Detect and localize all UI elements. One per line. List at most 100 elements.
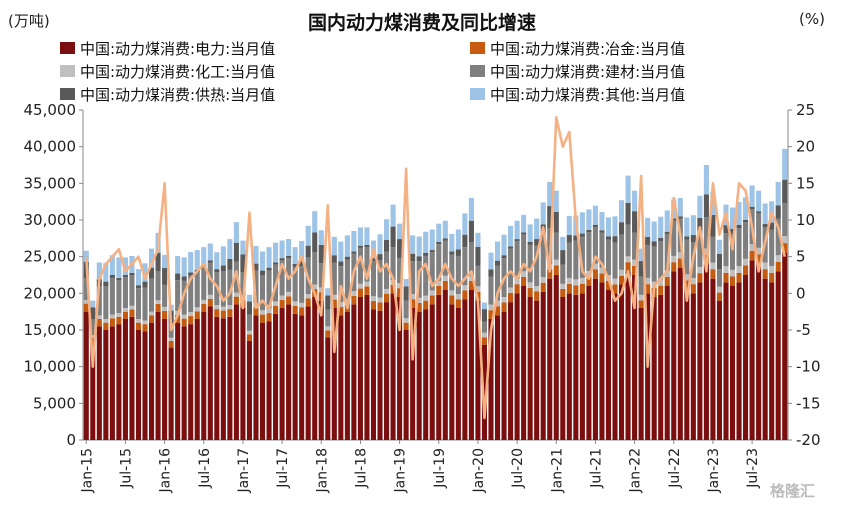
bar-segment	[697, 195, 703, 218]
bar-segment	[273, 305, 279, 314]
bar-segment	[475, 265, 481, 287]
bar-segment	[710, 191, 716, 215]
y-tick-label: 20,000	[24, 284, 77, 302]
bar-segment	[364, 227, 370, 245]
bar-segment	[527, 224, 533, 242]
x-tick-label: Jan-18	[314, 448, 330, 493]
bar-segment	[671, 218, 677, 221]
bar-segment	[442, 280, 448, 290]
bar-segment	[690, 293, 696, 440]
bar-segment	[671, 262, 677, 272]
bar-segment	[416, 297, 422, 303]
bar-segment	[723, 225, 729, 234]
bar-segment	[233, 222, 239, 243]
bar-segment	[436, 294, 442, 440]
bar-segment	[299, 302, 305, 308]
bar-segment	[194, 319, 200, 440]
bar-segment	[96, 262, 102, 280]
bar-segment	[351, 251, 357, 254]
bar-segment	[677, 267, 683, 440]
bar-segment	[612, 293, 618, 440]
x-tick-label: Jul-23	[745, 448, 761, 489]
bar-segment	[220, 265, 226, 272]
bar-segment	[305, 306, 311, 440]
bar-segment	[122, 308, 128, 312]
bar-segment	[370, 258, 377, 262]
legend-item-other: 中国:动力煤消费:其他:当月值	[470, 83, 685, 105]
bar-segment	[122, 319, 128, 440]
bar-segment	[299, 240, 305, 260]
bar-segment	[605, 280, 612, 290]
bar-segment	[129, 305, 135, 310]
bar-segment	[488, 319, 494, 440]
bar-segment	[658, 216, 664, 238]
bar-segment	[279, 308, 285, 440]
bar-segment	[403, 318, 409, 323]
bar-segment	[664, 231, 670, 234]
bar-segment	[279, 295, 285, 300]
bar-segment	[749, 260, 755, 440]
bar-segment	[436, 242, 442, 245]
bar-segment	[370, 309, 377, 440]
bar-segment	[377, 297, 383, 303]
bar-segment	[423, 253, 429, 256]
bar-segment	[729, 207, 736, 229]
bar-segment	[194, 250, 200, 270]
bar-segment	[429, 229, 435, 251]
bar-segment	[194, 307, 200, 312]
bar-segment	[292, 301, 298, 306]
bar-segment	[292, 313, 298, 440]
bar-segment	[135, 288, 142, 319]
bar-segment	[384, 251, 390, 289]
bar-segment	[716, 269, 722, 287]
bar-segment	[149, 322, 155, 440]
bar-segment	[481, 332, 487, 338]
bar-segment	[109, 255, 115, 275]
bar-segment	[534, 218, 540, 240]
bar-segment	[390, 293, 396, 440]
bar-segment	[162, 268, 168, 285]
bar-segment	[286, 296, 292, 305]
bar-segment	[684, 289, 690, 440]
legend-item-chemical: 中国:动力煤消费:化工:当月值	[60, 60, 275, 82]
bar-segment	[162, 306, 168, 311]
bar-segment	[377, 254, 383, 261]
bar-segment	[175, 314, 181, 323]
x-tick-label: Jan-17	[236, 448, 252, 493]
bar-segment	[83, 277, 89, 300]
bar-segment	[625, 175, 631, 203]
bar-segment	[403, 286, 409, 301]
bar-segment	[782, 148, 788, 180]
bar-segment	[253, 270, 259, 303]
bar-segment	[560, 283, 566, 289]
bar-segment	[703, 217, 709, 249]
bar-segment	[318, 287, 324, 293]
bar-segment	[468, 242, 474, 276]
bar-segment	[246, 341, 252, 440]
bar-segment	[475, 232, 481, 247]
bar-segment	[188, 275, 194, 313]
bar-segment	[566, 235, 572, 243]
bar-segment	[703, 165, 709, 195]
bar-segment	[318, 230, 324, 245]
bar-segment	[397, 288, 403, 297]
bar-segment	[599, 232, 605, 268]
bar-segment	[325, 326, 331, 331]
bar-segment	[201, 303, 207, 312]
bar-segment	[273, 242, 279, 263]
bar-segment	[743, 222, 749, 259]
bar-segment	[514, 278, 520, 285]
bar-segment	[769, 282, 775, 440]
bar-segment	[677, 216, 683, 219]
right-axis-unit: (%)	[799, 10, 825, 28]
bar-segment	[684, 236, 690, 240]
bar-segment	[645, 217, 651, 237]
bar-segment	[782, 243, 788, 253]
bar-segment	[449, 254, 455, 291]
x-tick-label: Jul-15	[118, 448, 134, 489]
bar-segment	[638, 261, 644, 277]
bar-segment	[266, 267, 272, 271]
bar-segment	[299, 259, 305, 267]
bar-segment	[162, 254, 168, 269]
bar-segment	[436, 223, 442, 242]
